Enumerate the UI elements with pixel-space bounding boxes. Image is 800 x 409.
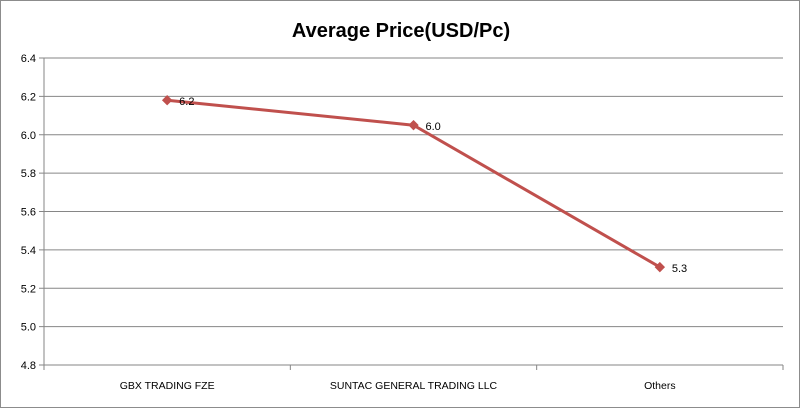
y-tick-label: 6.4 <box>21 53 36 65</box>
x-category-labels: GBX TRADING FZE SUNTAC GENERAL TRADING LL… <box>120 380 676 392</box>
axes <box>43 58 784 370</box>
y-tick-label: 4.8 <box>21 360 36 372</box>
data-labels: 6.2 6.0 5.3 <box>179 96 687 275</box>
x-category-label: Others <box>644 380 676 392</box>
y-tick-label: 5.2 <box>21 283 36 295</box>
y-tick-label: 6.2 <box>21 91 36 103</box>
data-label: 6.2 <box>179 96 194 108</box>
gridlines <box>39 57 783 366</box>
series-price <box>161 95 666 273</box>
data-point-marker <box>161 95 173 106</box>
y-tick-label: 6.0 <box>21 130 36 142</box>
x-category-label: GBX TRADING FZE <box>120 380 215 392</box>
y-tick-labels: 4.8 5.0 5.2 5.4 5.6 5.8 6.0 6.2 6.4 <box>21 53 36 372</box>
y-tick-label: 5.8 <box>21 168 36 180</box>
data-label: 5.3 <box>672 263 687 275</box>
y-tick-label: 5.4 <box>21 245 36 257</box>
y-tick-label: 5.6 <box>21 207 36 219</box>
y-tick-label: 5.0 <box>21 322 36 334</box>
chart-title: Average Price(USD/Pc) <box>292 20 510 42</box>
data-point-marker <box>654 261 666 273</box>
x-category-label: SUNTAC GENERAL TRADING LLC <box>330 380 498 392</box>
data-point-marker <box>408 119 419 131</box>
data-label: 6.0 <box>426 121 441 133</box>
